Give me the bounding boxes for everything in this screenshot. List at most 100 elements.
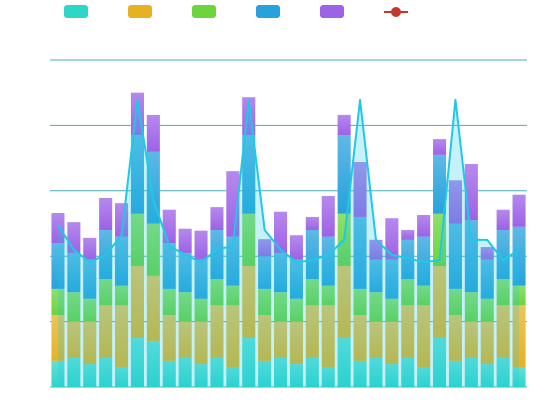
bar-shade [274, 321, 288, 358]
bar-shade [289, 321, 303, 365]
bar-shade [162, 288, 176, 316]
bar-shade [464, 357, 478, 387]
bar-shade [337, 135, 351, 214]
bar-shade [194, 321, 208, 365]
bar-shade [226, 285, 240, 306]
bar-shade [448, 288, 462, 316]
bar-shade [130, 337, 144, 387]
legend-swatch [128, 5, 152, 18]
bar-shade [353, 216, 367, 289]
bar-shade [115, 285, 129, 306]
bar-shade [305, 230, 319, 280]
bar-shade [258, 288, 272, 316]
bar-shade [321, 285, 335, 306]
bar-shade [401, 305, 415, 358]
bar-shade [289, 259, 303, 299]
bar-shade [480, 298, 494, 322]
bar-shade [274, 292, 288, 322]
bar-shade [433, 337, 447, 387]
bar-shade [194, 230, 208, 260]
bar-shade [353, 288, 367, 316]
bar-shade [99, 305, 113, 358]
bar-shade [417, 305, 431, 368]
bar-shade [321, 236, 335, 286]
bar-shade [226, 305, 240, 368]
bar-shade [512, 226, 526, 286]
legend-swatch [256, 5, 280, 18]
bar-shade [67, 321, 81, 358]
bar-shade [433, 139, 447, 155]
legend-swatch [192, 5, 216, 18]
bar-shade [178, 357, 192, 387]
bar-shade [448, 315, 462, 361]
bar-shade [464, 220, 478, 293]
bar-shade [146, 275, 160, 342]
bar-shade [369, 259, 383, 293]
bar-shade [433, 154, 447, 214]
bar-shade [115, 236, 129, 286]
bar-shade [162, 315, 176, 361]
bar-shade [369, 239, 383, 260]
bar-shade [289, 364, 303, 387]
bar-shade [146, 341, 160, 387]
bar-shade [242, 213, 256, 267]
bar-shade [51, 288, 65, 316]
bar-shade [448, 180, 462, 224]
bar-shade [480, 321, 494, 365]
bar-shade [401, 279, 415, 306]
bar-shade [289, 298, 303, 322]
bar-shade [448, 223, 462, 289]
bar-shade [210, 305, 224, 358]
bar-shade [337, 114, 351, 136]
bar-shade [401, 239, 415, 280]
bar-shade [210, 230, 224, 280]
bar-shade [337, 337, 351, 387]
bar-shade [496, 230, 510, 280]
bar-shade [305, 216, 319, 231]
bar-shade [210, 357, 224, 387]
bar-shade [417, 285, 431, 306]
bar-shade [353, 360, 367, 387]
bar-shade [258, 256, 272, 289]
bar-shade [258, 360, 272, 387]
bar-shade [385, 321, 399, 365]
bar-shade [274, 357, 288, 387]
bar-shade [464, 321, 478, 358]
bar-shade [496, 305, 510, 358]
bar-shade [369, 357, 383, 387]
bar-shade [274, 252, 288, 293]
bar-shade [385, 259, 399, 299]
bar-shade [496, 357, 510, 387]
bar-shade [512, 367, 526, 387]
bar-shade [162, 243, 176, 289]
bar-shade [512, 194, 526, 227]
bar-shade [305, 279, 319, 306]
bar-shade [67, 252, 81, 293]
bar-shade [385, 218, 399, 260]
bar-shade [321, 305, 335, 368]
bar-shade [512, 305, 526, 368]
bar-shade [480, 247, 494, 260]
bar-shade [417, 367, 431, 387]
bar-shade [51, 243, 65, 289]
bar-shade [258, 315, 272, 361]
bar-shade [178, 321, 192, 358]
bar-shade [353, 315, 367, 361]
bar-shade [496, 209, 510, 231]
bar-shade [83, 364, 97, 387]
line [57, 98, 520, 264]
bar-shade [274, 211, 288, 253]
bar-shade [242, 266, 256, 338]
bar-shade [210, 207, 224, 231]
bar-shade [512, 285, 526, 306]
bar-shade [130, 135, 144, 214]
bar-shade [337, 266, 351, 338]
bar-shade [480, 259, 494, 299]
bar-shade [130, 266, 144, 338]
legend-swatch [320, 5, 344, 18]
bar-shade [305, 305, 319, 358]
bar-shade [162, 360, 176, 387]
bar-shade [210, 279, 224, 306]
bar-shade [242, 135, 256, 214]
bar-shade [115, 305, 129, 368]
